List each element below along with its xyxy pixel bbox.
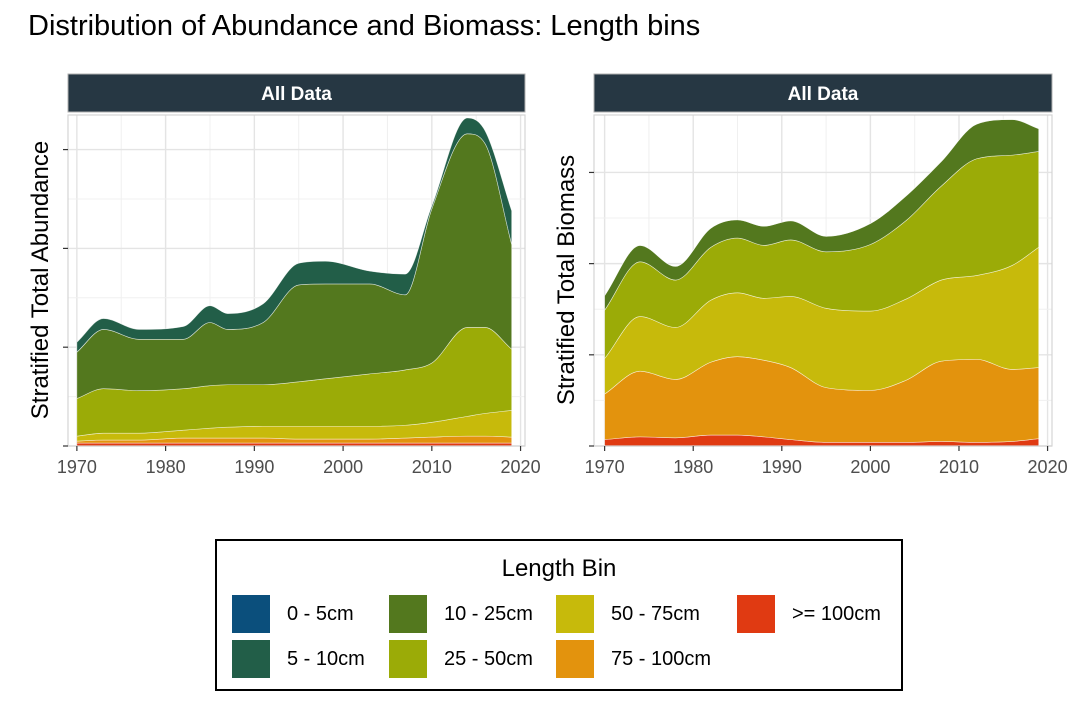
stacked-areas — [604, 119, 1040, 447]
legend-label: 0 - 5cm — [287, 602, 354, 625]
x-axis: 1970 1980 1990 2000 2010 2020 — [57, 446, 541, 477]
legend-swatch — [555, 639, 595, 679]
x-tick-label: 1970 — [57, 457, 97, 477]
charts-svg: All Data 1970 1980 1990 2000 2010 2020 Stratifi… — [27, 73, 1068, 477]
legend-item-75-100cm: 75 - 100cm — [555, 638, 711, 680]
legend-swatch — [231, 594, 271, 634]
y-axis-title: Stratified Total Biomass — [553, 155, 580, 405]
x-tick-label: 1990 — [762, 457, 802, 477]
facet-label: All Data — [788, 84, 859, 105]
panel-border — [593, 114, 1053, 447]
legend-label: 5 - 10cm — [287, 647, 365, 670]
legend-swatch — [555, 594, 595, 634]
panel-border — [67, 114, 526, 447]
x-tick-label: 2000 — [850, 457, 890, 477]
legend-item-50-75cm: 50 - 75cm — [555, 593, 700, 635]
legend-item-5-10cm: 5 - 10cm — [231, 638, 365, 680]
x-tick-label: 1980 — [146, 457, 186, 477]
x-tick-label: 1970 — [585, 457, 625, 477]
panel-2: All Data 1970 1980 1990 2000 2010 2020 Stratifi… — [553, 73, 1068, 477]
y-axis — [63, 148, 68, 447]
area-5-10cm — [604, 119, 1039, 296]
facet-label: All Data — [261, 84, 332, 105]
legend-item-25-50cm: 25 - 50cm — [388, 638, 533, 680]
chart-title: Distribution of Abundance and Biomass: L… — [28, 10, 701, 42]
legend: Length Bin 0 - 5cm 5 - 10cm 10 - 25cm 25… — [215, 539, 903, 691]
facet-strip — [67, 73, 526, 113]
legend-label: 75 - 100cm — [611, 647, 712, 670]
x-tick-label: 2020 — [1028, 457, 1068, 477]
x-tick-label: 1980 — [673, 457, 713, 477]
area-5-10cm — [76, 117, 512, 353]
legend-swatch — [231, 639, 271, 679]
x-tick-label: 2020 — [501, 457, 541, 477]
legend-item-0-5cm: 0 - 5cm — [231, 593, 354, 635]
stacked-areas — [76, 117, 512, 447]
legend-label: 25 - 50cm — [444, 647, 533, 670]
legend-label: 10 - 25cm — [444, 602, 533, 625]
x-tick-label: 2000 — [323, 457, 363, 477]
y-axis — [589, 171, 594, 447]
legend-item-gte-100cm: >= 100cm — [736, 593, 881, 635]
x-tick-label: 2010 — [939, 457, 979, 477]
legend-item-10-25cm: 10 - 25cm — [388, 593, 533, 635]
panel-1: All Data 1970 1980 1990 2000 2010 2020 Stratifi… — [27, 73, 541, 477]
legend-swatch — [388, 639, 428, 679]
y-axis-title: Stratified Total Abundance — [27, 141, 54, 419]
x-tick-label: 2010 — [412, 457, 452, 477]
facet-strip — [593, 73, 1053, 113]
legend-title: Length Bin — [501, 555, 617, 582]
x-tick-label: 1990 — [234, 457, 274, 477]
x-axis: 1970 1980 1990 2000 2010 2020 — [585, 446, 1068, 477]
legend-label: 50 - 75cm — [611, 602, 700, 625]
legend-swatch — [388, 594, 428, 634]
legend-swatch — [736, 594, 776, 634]
legend-label: >= 100cm — [792, 602, 881, 625]
